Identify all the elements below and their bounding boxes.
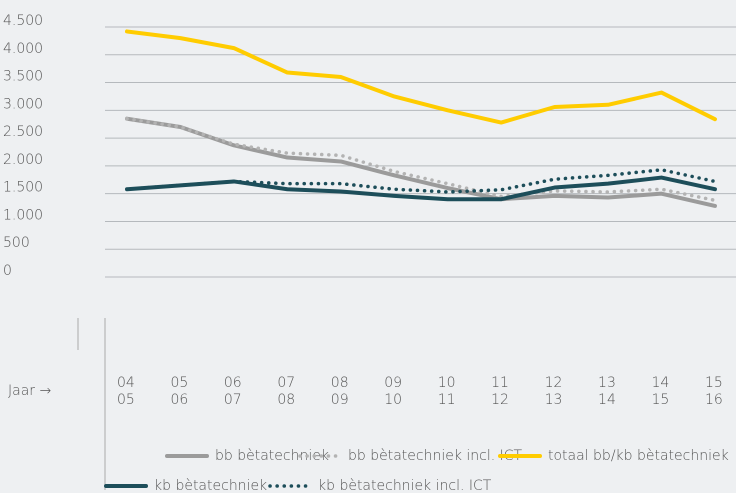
y-tick-label: 1.000 bbox=[3, 207, 43, 223]
y-tick-label: 2.500 bbox=[3, 124, 43, 140]
y-tick-label: 3.500 bbox=[3, 69, 43, 85]
y-tick-label: 3.000 bbox=[3, 96, 43, 112]
x-tick-label: 04 bbox=[117, 375, 135, 391]
x-tick-label: 12 bbox=[545, 375, 563, 391]
x-axis-label: Jaar → bbox=[8, 383, 51, 399]
x-tick-label: 15 bbox=[705, 375, 723, 391]
x-tick-label: 12 bbox=[491, 392, 509, 408]
legend-label: kb bètatechniek bbox=[154, 478, 267, 493]
x-tick-label: 08 bbox=[331, 375, 349, 391]
x-tick-label: 13 bbox=[598, 375, 616, 391]
x-tick-label: 08 bbox=[277, 392, 295, 408]
y-tick-label: 1.500 bbox=[3, 180, 43, 196]
x-tick-label: 05 bbox=[170, 375, 188, 391]
x-tick-label: 09 bbox=[331, 392, 349, 408]
series-line bbox=[125, 168, 717, 194]
x-tick-label: 06 bbox=[224, 375, 242, 391]
y-tick-label: 500 bbox=[3, 235, 30, 251]
x-tick-label: 14 bbox=[598, 392, 616, 408]
series-line bbox=[125, 29, 717, 125]
legend-label: totaal bb/kb bètatechniek bbox=[548, 448, 729, 464]
x-tick-label: 15 bbox=[652, 392, 670, 408]
legend-label: bb bètatechniek incl. ICT bbox=[348, 448, 523, 464]
y-tick-label: 0 bbox=[3, 263, 12, 279]
series-line bbox=[125, 116, 717, 208]
y-tick-label: 4.500 bbox=[3, 13, 43, 29]
y-tick-label: 2.000 bbox=[3, 152, 43, 168]
x-tick-label: 11 bbox=[438, 392, 456, 408]
series-line bbox=[125, 116, 717, 203]
x-tick-label: 07 bbox=[277, 375, 295, 391]
x-tick-label: 07 bbox=[224, 392, 242, 408]
x-tick-label: 11 bbox=[491, 375, 509, 391]
x-tick-label: 16 bbox=[705, 392, 723, 408]
x-tick-label: 05 bbox=[117, 392, 135, 408]
x-tick-label: 09 bbox=[384, 375, 402, 391]
y-tick-label: 4.000 bbox=[3, 41, 43, 57]
x-tick-label: 06 bbox=[170, 392, 188, 408]
x-tick-label: 13 bbox=[545, 392, 563, 408]
x-tick-label: 10 bbox=[438, 375, 456, 391]
legend-label: kb bètatechniek incl. ICT bbox=[318, 478, 492, 493]
x-tick-label: 14 bbox=[652, 375, 670, 391]
legend-label: bb bètatechniek bbox=[215, 448, 329, 464]
x-tick-label: 10 bbox=[384, 392, 402, 408]
